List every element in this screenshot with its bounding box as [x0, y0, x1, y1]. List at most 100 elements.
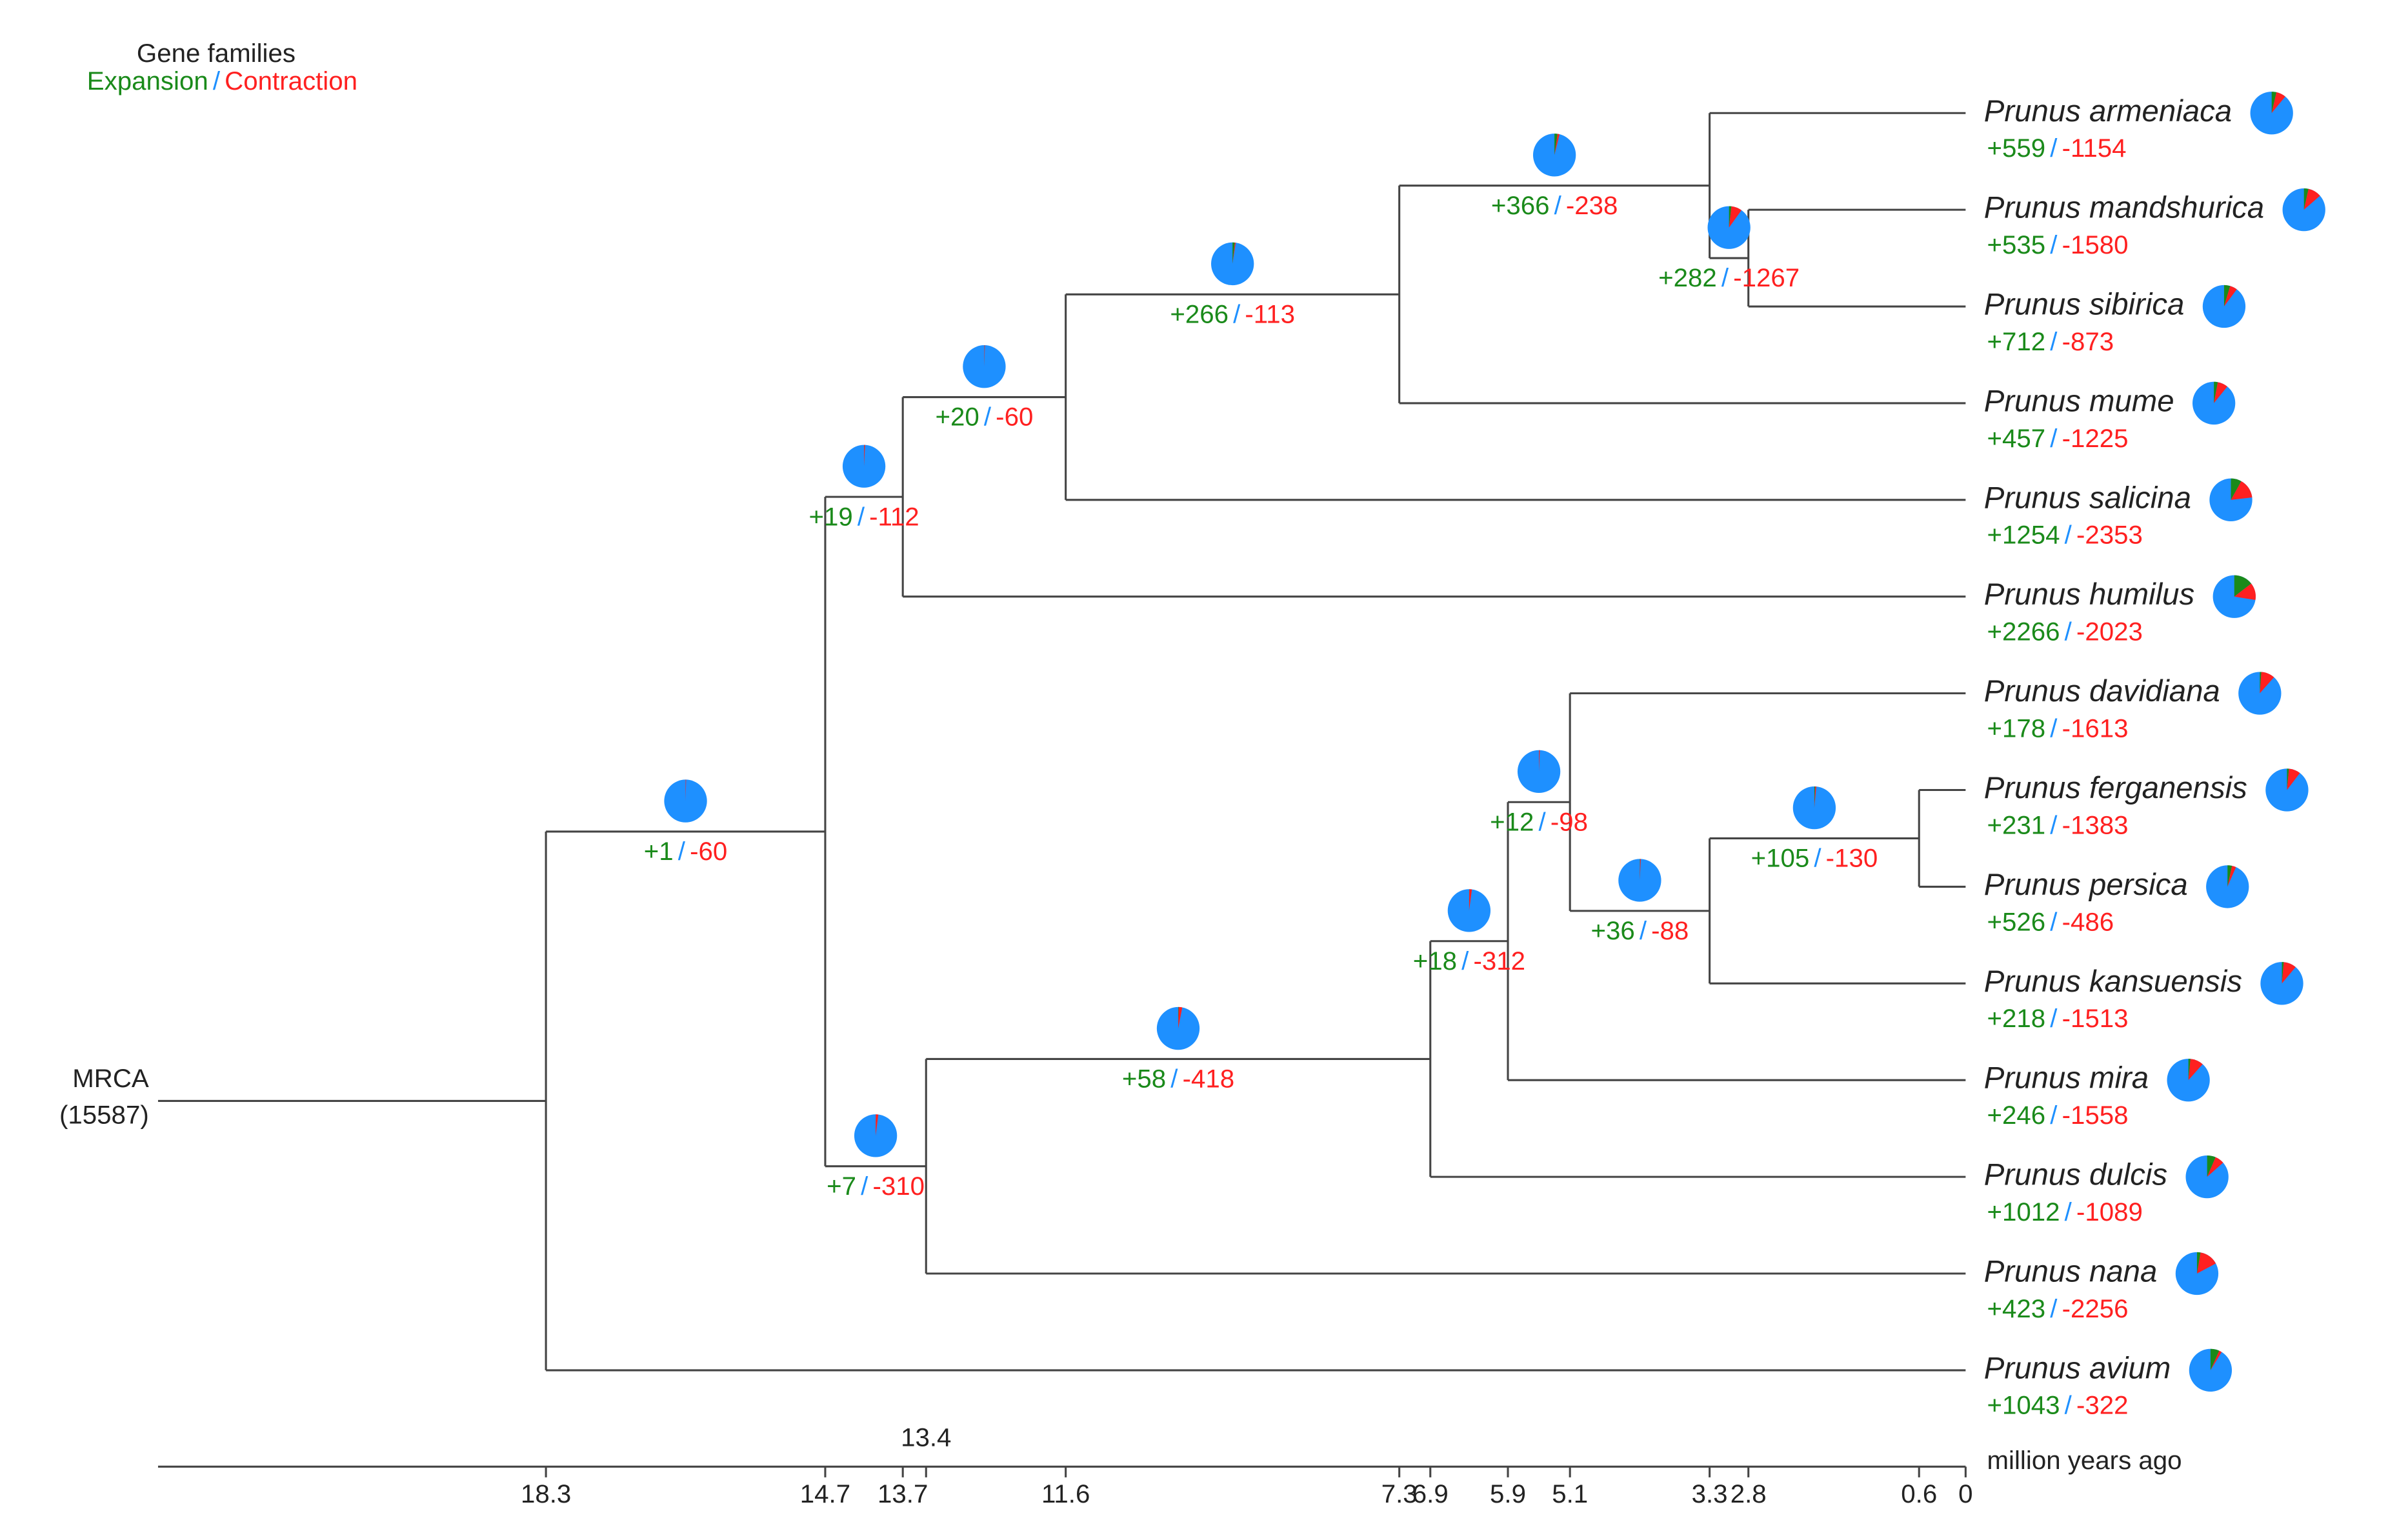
species-name: Prunus humilus [1984, 577, 2194, 612]
counts: +712/-873 [1987, 326, 2114, 355]
pie-slice [1469, 889, 1472, 911]
counts: +1254/-2353 [1987, 520, 2143, 549]
expansion: +18 [1413, 946, 1457, 975]
species-name: Prunus avium [1984, 1351, 2171, 1385]
pie-slice [1539, 750, 1540, 772]
contraction: -113 [1245, 299, 1295, 328]
pie-slice [2196, 1252, 2201, 1274]
contraction: -1267 [1733, 263, 1800, 292]
pie-slice [1178, 1006, 1183, 1029]
root-label: MRCA [72, 1064, 149, 1093]
expansion: +366 [1491, 190, 1550, 219]
pie-slice [2188, 1059, 2191, 1081]
separator: / [2050, 1294, 2058, 1323]
pie-slice [2223, 285, 2231, 307]
tick-label: 3.3 [1692, 1479, 1728, 1508]
counts: +559/-1154 [1987, 134, 2127, 163]
pie-slice [2282, 962, 2284, 984]
pie-slice [2227, 865, 2232, 887]
separator: / [2050, 810, 2058, 839]
pie [963, 345, 1006, 388]
counts: +20/-60 [935, 402, 1033, 431]
separator: / [2050, 134, 2058, 163]
legend-title: Gene families [137, 39, 296, 68]
pie-slice [2234, 583, 2256, 600]
separator: / [2065, 1197, 2072, 1226]
contraction: -1225 [2062, 423, 2129, 452]
pie-slice [1554, 134, 1560, 155]
tick-label: 18.3 [521, 1479, 571, 1508]
pie-slice [2287, 768, 2300, 790]
counts: +1/-60 [644, 837, 727, 866]
contraction: -112 [869, 502, 919, 531]
expansion: +1 [644, 837, 674, 866]
counts: +2266/-2023 [1987, 617, 2143, 646]
separator: / [1640, 916, 1647, 945]
pie-slice [2303, 188, 2320, 210]
separator: / [2065, 617, 2072, 646]
pie-slice [2271, 92, 2285, 114]
expansion: +457 [1987, 423, 2046, 452]
legend-contraction: Contraction [225, 66, 357, 95]
pie-slice [2210, 1350, 2222, 1370]
pie-slice [1178, 1006, 1179, 1029]
contraction: -1558 [2062, 1101, 2129, 1130]
expansion: +2266 [1987, 617, 2060, 646]
expansion: +58 [1122, 1064, 1166, 1093]
expansion: +246 [1987, 1101, 2046, 1130]
counts: +457/-1225 [1987, 423, 2129, 452]
counts: +36/-88 [1590, 916, 1689, 945]
pie [664, 779, 707, 823]
contraction: -60 [690, 837, 727, 866]
pie-slice [2210, 1348, 2220, 1370]
tick-label: 0 [1958, 1479, 1972, 1508]
expansion: +105 [1751, 843, 1810, 872]
counts: +12/-98 [1490, 807, 1588, 836]
separator: / [1170, 1064, 1178, 1093]
tick-label: 11.6 [1041, 1479, 1090, 1508]
pie-slice [2287, 768, 2289, 790]
expansion: +712 [1987, 326, 2046, 355]
pie-slice [2271, 92, 2277, 114]
contraction: -88 [1651, 916, 1689, 945]
pie-slice [2214, 381, 2218, 403]
separator: / [2050, 1004, 2058, 1033]
pie-slice [2207, 1157, 2223, 1177]
pie-slice [2234, 575, 2252, 597]
expansion: +218 [1987, 1004, 2046, 1033]
counts: +178/-1613 [1987, 714, 2129, 743]
species-name: Prunus armeniaca [1984, 94, 2232, 128]
counts: +105/-130 [1751, 843, 1878, 872]
species-name: Prunus mira [1984, 1061, 2149, 1095]
expansion: +36 [1590, 916, 1634, 945]
separator: / [2050, 326, 2058, 355]
pie-slice [1554, 134, 1558, 155]
contraction: -2353 [2076, 520, 2143, 549]
counts: +266/-113 [1170, 299, 1295, 328]
species-name: Prunus persica [1984, 868, 2188, 902]
axis-title: million years ago [1987, 1446, 2182, 1475]
tick-label: 6.9 [1412, 1479, 1449, 1508]
expansion: +1012 [1987, 1197, 2060, 1226]
pie-slice [2196, 1252, 2216, 1274]
expansion: +7 [827, 1171, 856, 1200]
contraction: -1580 [2062, 230, 2129, 259]
contraction: -873 [2062, 326, 2114, 355]
counts: +7/-310 [827, 1171, 925, 1200]
separator: / [213, 66, 221, 95]
pie-slice [2231, 478, 2242, 500]
contraction: -2256 [2062, 1294, 2129, 1323]
tick-label: 13.7 [878, 1479, 928, 1508]
counts: +58/-418 [1122, 1064, 1234, 1093]
counts: +423/-2256 [1987, 1294, 2129, 1323]
tick-label: 7.3 [1381, 1479, 1418, 1508]
contraction: -418 [1183, 1064, 1235, 1093]
pie-slice [1640, 859, 1641, 881]
pie-slice [2188, 1059, 2203, 1081]
expansion: +423 [1987, 1294, 2046, 1323]
separator: / [1721, 263, 1729, 292]
pie [1517, 750, 1561, 794]
counts: +218/-1513 [1987, 1004, 2129, 1033]
counts: +1012/-1089 [1987, 1197, 2143, 1226]
